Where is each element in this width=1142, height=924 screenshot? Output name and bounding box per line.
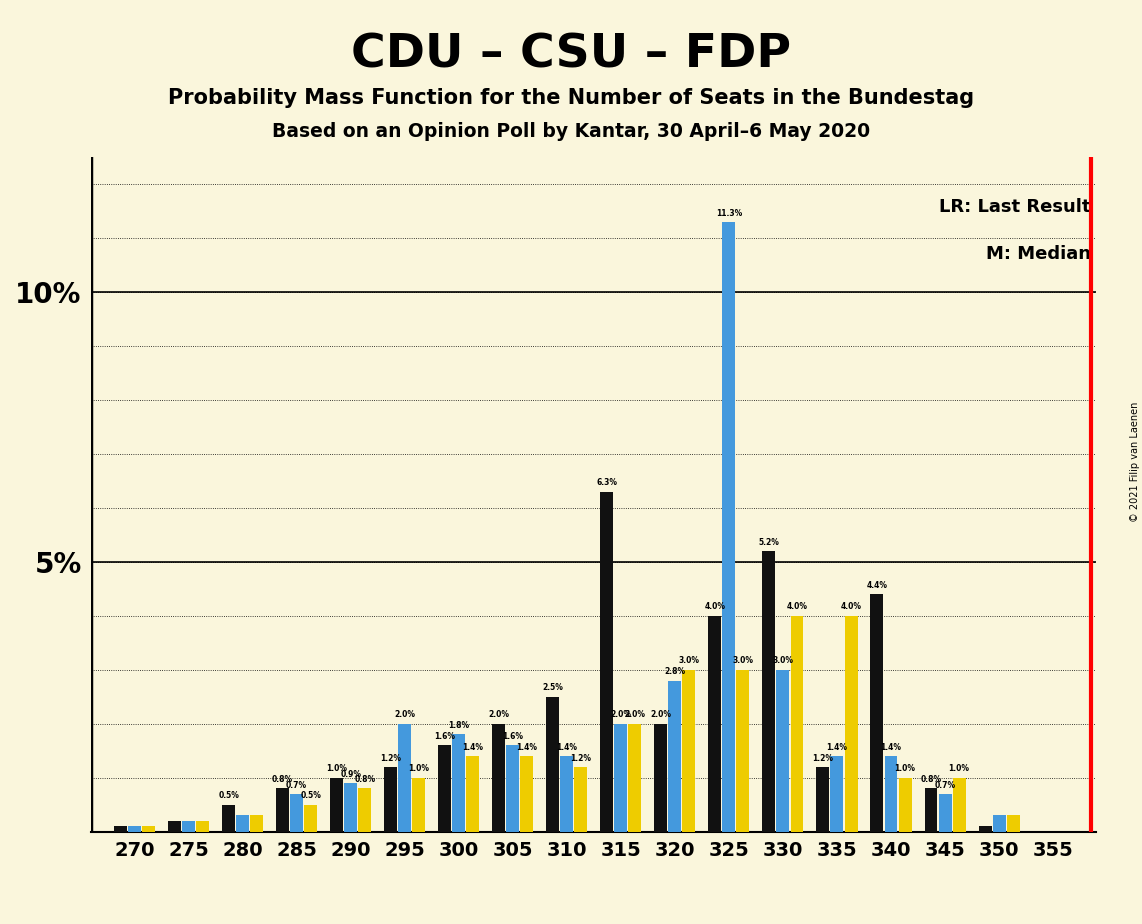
Text: 1.4%: 1.4% — [516, 743, 538, 752]
Text: 1.0%: 1.0% — [409, 764, 429, 773]
Bar — [790, 615, 804, 832]
Bar — [845, 615, 858, 832]
Bar — [777, 670, 789, 832]
Bar — [412, 778, 425, 832]
Bar — [128, 826, 142, 832]
Text: 3.0%: 3.0% — [732, 656, 754, 665]
Bar — [304, 805, 317, 832]
Bar — [899, 778, 911, 832]
Text: 0.5%: 0.5% — [300, 791, 321, 800]
Bar — [952, 778, 966, 832]
Bar — [330, 778, 343, 832]
Text: 3.0%: 3.0% — [772, 656, 794, 665]
Text: 1.4%: 1.4% — [463, 743, 483, 752]
Bar — [561, 756, 573, 832]
Bar — [359, 788, 371, 832]
Text: CDU – CSU – FDP: CDU – CSU – FDP — [351, 32, 791, 78]
Bar — [1006, 815, 1020, 832]
Text: 2.0%: 2.0% — [394, 711, 416, 720]
Bar — [723, 222, 735, 832]
Bar — [142, 826, 155, 832]
Text: 1.2%: 1.2% — [570, 754, 592, 762]
Text: M: Median: M: Median — [986, 245, 1091, 262]
Text: 1.0%: 1.0% — [894, 764, 916, 773]
Bar — [683, 670, 695, 832]
Text: 0.9%: 0.9% — [340, 770, 361, 779]
Text: 2.0%: 2.0% — [610, 711, 632, 720]
Text: 0.8%: 0.8% — [272, 775, 293, 784]
Bar — [452, 735, 465, 832]
Bar — [885, 756, 898, 832]
Text: 6.3%: 6.3% — [596, 479, 618, 487]
Text: 1.6%: 1.6% — [434, 732, 456, 741]
Text: 1.0%: 1.0% — [949, 764, 970, 773]
Text: 1.2%: 1.2% — [380, 754, 401, 762]
Text: 1.4%: 1.4% — [880, 743, 901, 752]
Text: 0.5%: 0.5% — [218, 791, 239, 800]
Text: 5.2%: 5.2% — [758, 538, 779, 547]
Text: 4.0%: 4.0% — [787, 602, 807, 612]
Bar — [236, 815, 249, 832]
Bar — [399, 723, 411, 832]
Bar — [668, 680, 682, 832]
Bar — [628, 723, 642, 832]
Text: 1.8%: 1.8% — [448, 721, 469, 730]
Bar — [614, 723, 627, 832]
Bar — [601, 492, 613, 832]
Bar — [654, 723, 667, 832]
Bar — [925, 788, 938, 832]
Bar — [992, 815, 1006, 832]
Text: 11.3%: 11.3% — [716, 209, 742, 217]
Text: 1.6%: 1.6% — [502, 732, 523, 741]
Text: 4.0%: 4.0% — [705, 602, 725, 612]
Bar — [737, 670, 749, 832]
Bar — [521, 756, 533, 832]
Text: 2.0%: 2.0% — [650, 711, 671, 720]
Bar — [546, 697, 560, 832]
Text: 0.7%: 0.7% — [287, 781, 307, 789]
Text: Probability Mass Function for the Number of Seats in the Bundestag: Probability Mass Function for the Number… — [168, 88, 974, 108]
Text: 2.0%: 2.0% — [489, 711, 509, 720]
Bar — [182, 821, 195, 832]
Bar — [817, 767, 829, 832]
Text: Based on an Opinion Poll by Kantar, 30 April–6 May 2020: Based on an Opinion Poll by Kantar, 30 A… — [272, 122, 870, 141]
Bar — [439, 746, 451, 832]
Bar — [290, 794, 303, 832]
Bar — [466, 756, 480, 832]
Bar — [763, 551, 775, 832]
Text: 2.5%: 2.5% — [542, 684, 563, 692]
Text: 4.4%: 4.4% — [867, 581, 887, 590]
Bar — [114, 826, 127, 832]
Bar — [574, 767, 587, 832]
Text: 1.4%: 1.4% — [827, 743, 847, 752]
Bar — [492, 723, 505, 832]
Bar — [830, 756, 844, 832]
Text: LR: Last Result: LR: Last Result — [940, 198, 1091, 215]
Text: 1.2%: 1.2% — [812, 754, 834, 762]
Bar — [250, 815, 263, 832]
Bar — [276, 788, 289, 832]
Text: 1.4%: 1.4% — [556, 743, 578, 752]
Text: 4.0%: 4.0% — [841, 602, 861, 612]
Text: © 2021 Filip van Laenen: © 2021 Filip van Laenen — [1129, 402, 1140, 522]
Text: 0.8%: 0.8% — [920, 775, 941, 784]
Text: 3.0%: 3.0% — [678, 656, 699, 665]
Bar — [168, 821, 182, 832]
Bar — [939, 794, 951, 832]
Text: 2.8%: 2.8% — [665, 667, 685, 676]
Bar — [384, 767, 397, 832]
Bar — [870, 594, 884, 832]
Bar — [506, 746, 520, 832]
Bar — [344, 783, 357, 832]
Text: 0.8%: 0.8% — [354, 775, 376, 784]
Text: 0.7%: 0.7% — [934, 781, 956, 789]
Bar — [222, 805, 235, 832]
Bar — [979, 826, 991, 832]
Bar — [708, 615, 722, 832]
Text: 1.0%: 1.0% — [327, 764, 347, 773]
Text: 2.0%: 2.0% — [625, 711, 645, 720]
Bar — [196, 821, 209, 832]
